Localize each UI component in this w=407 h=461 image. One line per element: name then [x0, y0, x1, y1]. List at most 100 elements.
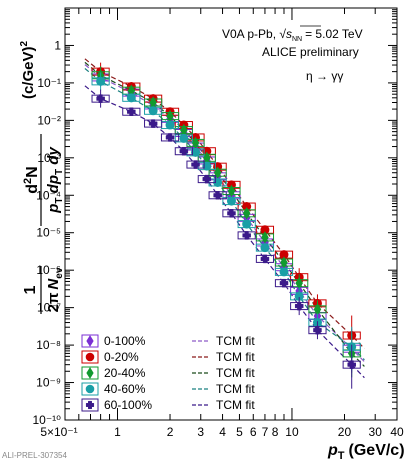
data-point [261, 231, 269, 244]
data-point [148, 106, 158, 116]
y-label-unit-sup: 2 [19, 41, 30, 47]
x-tick-label: 6 [250, 425, 257, 439]
fit-curve [84, 85, 365, 379]
y-tick-label: 10⁻⁶ [36, 263, 61, 277]
decay-label: η → γγ [306, 69, 343, 83]
y-label-denom-rest: dp [45, 175, 62, 198]
legend-fit-label: TCM fit [216, 334, 255, 348]
y-tick-label: 10⁻² [37, 113, 61, 127]
y-label-numer-n: N [24, 166, 41, 178]
data-point [279, 278, 289, 288]
system-text: V0A p-Pb, [222, 27, 279, 41]
legend-marker [86, 335, 94, 347]
x-label-unit: (GeV/c) [349, 442, 405, 459]
sqrt-s: s [286, 27, 292, 41]
data-point [213, 166, 222, 179]
plot-frame-layer [64, 7, 398, 421]
legend-box [81, 382, 99, 396]
preliminary-id: ALI-PREL-307354 [2, 451, 67, 460]
data-point [96, 94, 105, 103]
data-point [294, 301, 304, 311]
fit-curves-layer [84, 58, 365, 379]
collaboration-label: ALICE preliminary [262, 45, 359, 59]
data-point [279, 267, 289, 277]
y-label-one: 1 [22, 285, 39, 294]
y-label-denom-sub: T [54, 198, 65, 204]
data-point [165, 133, 175, 142]
legend: 0-100% TCM fit 0-20% TCM fit 20-40% TCM fit 40… [81, 334, 255, 412]
data-point [242, 231, 251, 240]
y-tick-label: 10⁻³ [37, 151, 61, 165]
y-label-nev-sub: ev [54, 267, 65, 279]
x-axis-title: pT (GeV/c) [327, 442, 405, 461]
data-point [202, 161, 212, 171]
svg-text:d2N: d2N [22, 166, 41, 193]
y-axis-title: d2N pT dpT dy 1 2πNev (c/GeV)2 [19, 41, 65, 314]
x-tick-label: 3 [197, 425, 204, 439]
legend-marker [85, 352, 95, 362]
x-tick-label: 2 [167, 425, 174, 439]
data-point [260, 254, 270, 264]
y-tick-label: 10⁻⁹ [36, 376, 61, 390]
y-tick-label: 10⁻¹⁰ [33, 413, 62, 427]
x-tick-label: 40 [390, 425, 404, 439]
x-tick-label: 4 [219, 425, 226, 439]
legend-label: 0-100% [104, 334, 146, 348]
legend-fit-label: TCM fit [216, 382, 255, 396]
y-tick-label: 10⁻⁴ [36, 188, 61, 202]
y-tick-label: 10⁻¹ [37, 76, 61, 90]
x-label-p: p [327, 442, 338, 459]
svg-text:pT dpT dy: pT dpT dy [45, 147, 65, 214]
legend-marker [85, 400, 95, 410]
x-tick-label: 20 [338, 425, 352, 439]
y-tick-label: 1 [54, 38, 61, 52]
legend-fit-label: TCM fit [216, 398, 255, 412]
sqrt-symbol: √ [279, 27, 286, 41]
y-label-denom-dy: dy [45, 147, 62, 169]
legend-box [81, 350, 99, 364]
legend-marker [86, 367, 94, 379]
y-label-nev: N [45, 278, 62, 290]
data-point [227, 184, 236, 198]
x-tick-label: 5 [236, 425, 243, 439]
svg-text:(c/GeV)2: (c/GeV)2 [19, 41, 37, 100]
data-point [191, 147, 201, 157]
data-point [202, 174, 212, 184]
data-point [260, 243, 270, 253]
data-points-layer [91, 62, 361, 389]
legend-fit-label: TCM fit [216, 366, 255, 380]
legend-label: 40-60% [104, 382, 146, 396]
data-point [227, 209, 236, 218]
x-tick-label: 10 [285, 425, 299, 439]
data-point [242, 207, 251, 220]
data-point [313, 325, 322, 335]
data-point [126, 93, 136, 103]
energy-text: = 5.02 TeV [305, 27, 363, 41]
legend-label: 60-100% [104, 398, 152, 412]
y-label-numer: d [24, 184, 41, 194]
legend-label: 20-40% [104, 366, 146, 380]
y-label-unit: (c/GeV) [20, 47, 37, 100]
legend-box [81, 366, 99, 380]
data-point [347, 360, 356, 369]
data-point [96, 76, 106, 86]
y-label-numer-sup: 2 [22, 178, 34, 184]
x-label-sub: T [338, 450, 345, 461]
plot-frame [64, 7, 398, 421]
fit-curve [84, 61, 365, 367]
y-label-denom-sub2: T [54, 169, 65, 175]
data-point [242, 219, 252, 229]
data-point [179, 146, 189, 156]
y-label-twopi: 2π [45, 292, 62, 312]
data-point [213, 191, 222, 200]
legend-marker [85, 384, 95, 394]
y-tick-label: 10⁻⁷ [37, 301, 61, 315]
x-tick-label: 1 [114, 425, 121, 439]
svg-text:2πNev: 2π Nev [45, 267, 65, 312]
x-tick-label: 7 [262, 425, 269, 439]
fit-curve [84, 58, 365, 349]
data-point [165, 120, 175, 130]
y-label-denom-p: p [45, 204, 62, 214]
